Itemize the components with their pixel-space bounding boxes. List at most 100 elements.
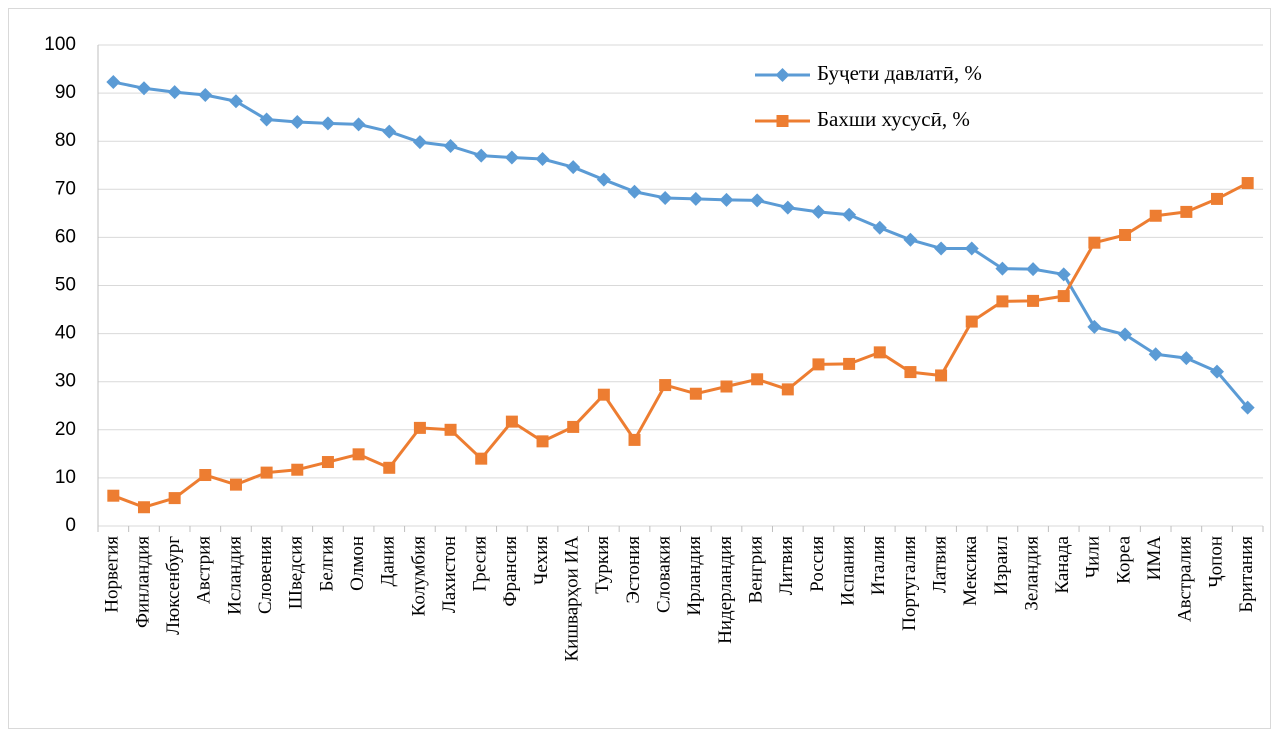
data-point (1179, 351, 1194, 366)
data-point (597, 388, 610, 401)
data-point (1118, 327, 1133, 342)
data-point (137, 501, 150, 514)
data-point (229, 478, 242, 491)
x-tick-label: Испания (837, 536, 858, 606)
x-tick-label: Португалия (899, 536, 920, 631)
data-point (1026, 262, 1041, 277)
x-tick-label: Белгия (316, 536, 337, 592)
data-point (444, 423, 457, 436)
y-tick-label: 20 (55, 419, 76, 440)
data-point (504, 150, 519, 165)
x-tick-label: Мексика (960, 535, 981, 605)
data-point (413, 421, 426, 434)
data-point (964, 241, 979, 256)
data-point (1056, 267, 1071, 282)
y-tick-label: 90 (55, 82, 76, 103)
x-tick-label: Кишварҳои ИА (562, 536, 583, 662)
x-tick-label: Австралия (1175, 536, 1196, 622)
x-tick-label: Норвегия (102, 536, 123, 613)
data-point (658, 190, 673, 205)
data-point (904, 366, 917, 379)
data-point (536, 435, 549, 448)
data-point (566, 160, 581, 175)
data-point (1088, 236, 1101, 249)
data-point (751, 373, 764, 386)
x-tick-label: Ирландия (684, 536, 705, 616)
data-point (260, 466, 273, 479)
y-tick-label: 80 (55, 130, 76, 151)
data-point (136, 81, 151, 96)
x-tick-label: Ҷопон (1205, 536, 1226, 588)
data-point (383, 461, 396, 474)
x-tick-label: Финландия (132, 536, 153, 628)
x-tick-label: Шведсия (286, 536, 307, 609)
data-point (689, 387, 702, 400)
x-tick-label: Канада (1052, 535, 1073, 593)
x-tick-label: Литвия (776, 536, 797, 595)
data-point (1149, 209, 1162, 222)
data-point (995, 261, 1010, 276)
y-tick-label: 0 (65, 515, 76, 536)
data-point (843, 357, 856, 370)
data-point (412, 135, 427, 150)
x-tick-label: Австрия (194, 536, 215, 604)
data-point (750, 193, 765, 208)
data-point (934, 241, 949, 256)
x-tick-label: ИМА (1144, 536, 1165, 581)
data-point (535, 151, 550, 166)
data-point (167, 85, 182, 100)
data-point (719, 192, 734, 207)
series-line (112, 181, 1249, 509)
y-tick-label: 50 (55, 275, 76, 296)
x-tick-label: Словения (255, 536, 276, 614)
data-point (1180, 205, 1193, 218)
data-point (352, 448, 365, 461)
data-point (1119, 228, 1132, 241)
data-point (199, 469, 212, 482)
data-point (475, 452, 488, 465)
data-point (659, 379, 672, 392)
x-tick-label: Франсия (500, 536, 521, 607)
chart-frame (8, 8, 1271, 729)
legend-label: Буҷети давлатӣ, % (817, 61, 982, 85)
data-point (812, 358, 825, 371)
data-point (627, 184, 642, 199)
data-point (291, 463, 304, 476)
data-point (996, 295, 1009, 308)
x-tick-label: Венгрия (746, 536, 767, 604)
data-point (382, 124, 397, 139)
x-tick-label: Люксенбург (163, 536, 184, 635)
series-line (113, 80, 1249, 409)
data-point (935, 369, 948, 382)
data-point (198, 88, 213, 103)
data-point (505, 415, 518, 428)
data-point (811, 204, 826, 219)
data-point (903, 232, 918, 247)
x-tick-label: Лахистон (439, 536, 460, 613)
data-point (1087, 319, 1102, 334)
data-point (228, 94, 243, 109)
data-point (321, 456, 334, 469)
data-point (259, 112, 274, 127)
data-point (1027, 294, 1040, 307)
x-tick-label: Зеландия (1021, 536, 1042, 611)
x-tick-label: Россия (807, 536, 828, 592)
x-tick-label: Колумбия (408, 536, 429, 617)
data-point (781, 383, 794, 396)
data-point (872, 220, 887, 235)
data-point (474, 148, 489, 163)
data-point (873, 346, 886, 359)
data-point (1240, 400, 1255, 415)
x-tick-label: Гресия (470, 536, 491, 592)
data-point (567, 420, 580, 433)
data-point (320, 116, 335, 131)
legend-label: Бахши хусусӣ, % (817, 107, 970, 131)
data-point (780, 200, 795, 215)
legend-marker (776, 115, 789, 127)
x-tick-label: Дания (378, 536, 399, 587)
y-tick-label: 70 (55, 178, 76, 199)
data-point (1057, 290, 1070, 303)
data-point (107, 489, 120, 502)
data-point (106, 75, 121, 90)
